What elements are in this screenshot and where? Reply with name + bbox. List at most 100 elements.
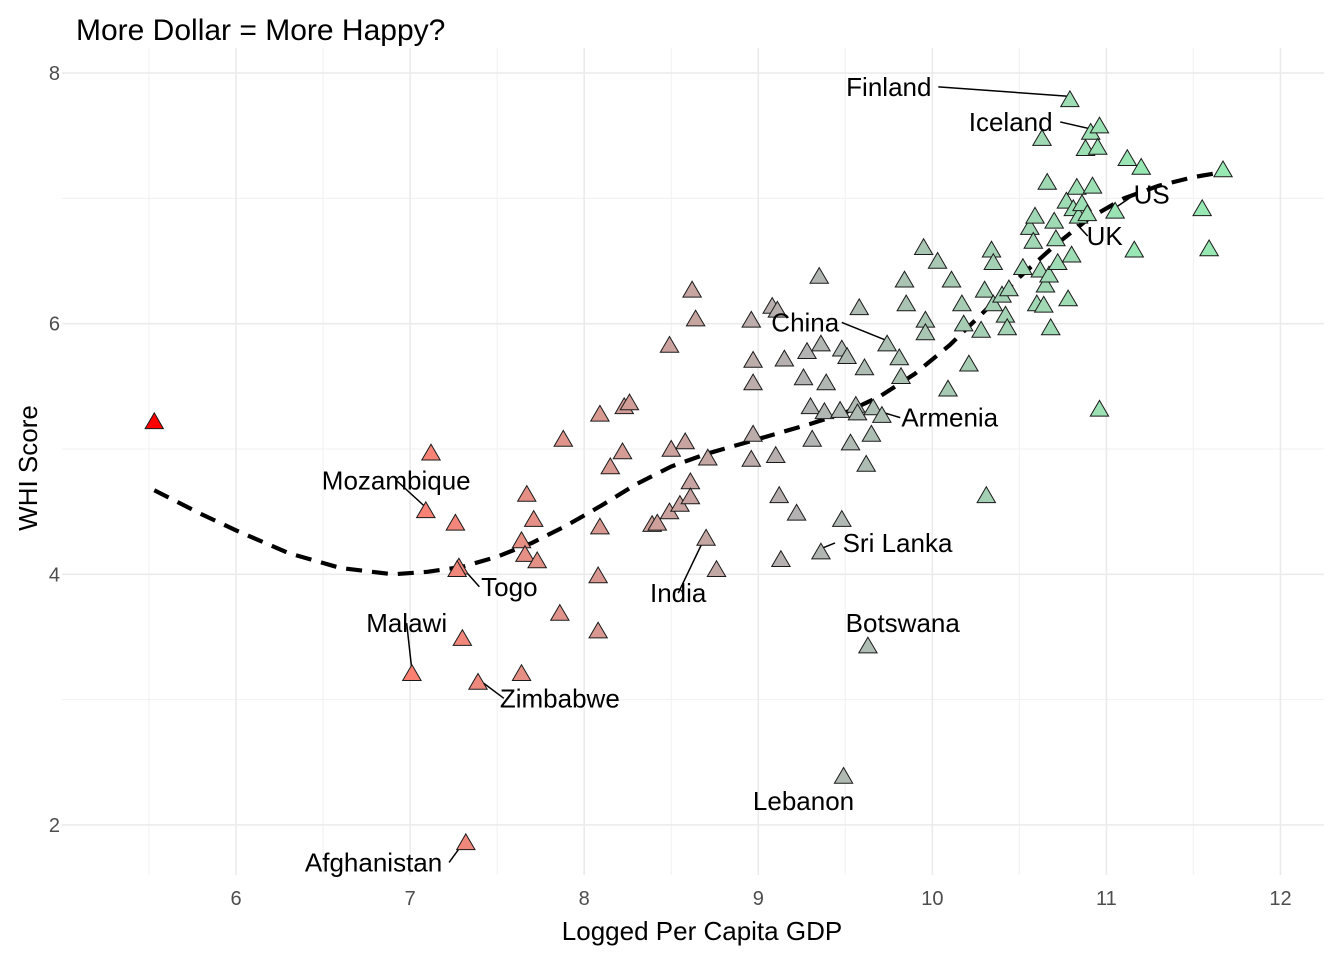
- data-point: [743, 350, 764, 368]
- data-point: [619, 393, 640, 411]
- data-point: [600, 457, 621, 475]
- data-point: [706, 559, 727, 577]
- data-point: [861, 424, 882, 442]
- point-label: Lebanon: [753, 786, 854, 816]
- point-label: Afghanistan: [305, 847, 442, 877]
- data-point: [814, 401, 835, 420]
- point-label: Togo: [481, 572, 537, 602]
- data-point: [983, 252, 1004, 270]
- data-point: [809, 266, 830, 284]
- data-point: [588, 621, 609, 639]
- data-point: [786, 503, 807, 521]
- data-point: [1045, 229, 1066, 247]
- data-point: [894, 270, 915, 288]
- data-point: [1040, 317, 1061, 336]
- data-point: [854, 358, 875, 376]
- data-point: [856, 454, 877, 472]
- data-point: [833, 766, 854, 784]
- data-point: [958, 354, 979, 372]
- data-point: [1058, 289, 1079, 307]
- data-point: [467, 672, 489, 690]
- data-point: [857, 636, 878, 654]
- point-label: India: [650, 578, 707, 608]
- data-point: [516, 484, 537, 502]
- label-leader-line: [1114, 193, 1136, 209]
- point-label: Mozambique: [322, 465, 471, 495]
- data-point: [447, 559, 468, 577]
- data-point: [810, 334, 831, 352]
- x-tick-label: 9: [753, 888, 764, 910]
- data-point: [511, 530, 532, 549]
- label-leader-line: [395, 479, 427, 508]
- data-point: [1087, 137, 1108, 155]
- data-point: [1023, 231, 1044, 249]
- y-axis-title: WHI Score: [13, 405, 43, 531]
- x-tick-label: 6: [231, 888, 242, 910]
- data-point: [415, 500, 436, 519]
- data-point: [1035, 275, 1056, 293]
- point-label: Botswana: [846, 608, 961, 638]
- data-point: [1012, 257, 1033, 275]
- data-point: [937, 379, 959, 397]
- y-tick-label: 8: [49, 63, 60, 85]
- data-point: [890, 366, 912, 384]
- data-point: [1066, 177, 1087, 195]
- data-point: [1077, 203, 1098, 222]
- data-point: [455, 832, 476, 851]
- point-label: Sri Lanka: [843, 528, 953, 558]
- data-point: [774, 349, 795, 367]
- data-point: [1019, 217, 1040, 235]
- point-label: Iceland: [969, 107, 1053, 137]
- data-point: [981, 240, 1002, 258]
- label-leader-line: [1060, 121, 1091, 130]
- data-point: [800, 396, 821, 415]
- data-point: [793, 368, 814, 386]
- data-point: [998, 279, 1019, 297]
- data-point: [514, 544, 536, 562]
- data-point: [659, 335, 680, 353]
- point-label: US: [1134, 180, 1170, 210]
- data-point: [1061, 245, 1082, 263]
- y-tick-label: 6: [49, 314, 60, 336]
- x-tick-label: 7: [405, 888, 416, 910]
- data-point: [680, 472, 701, 490]
- data-point: [889, 348, 910, 366]
- x-tick-label: 10: [921, 888, 943, 910]
- data-point: [588, 566, 609, 584]
- x-tick-label: 11: [1096, 888, 1117, 910]
- data-point: [743, 424, 764, 442]
- data-point: [1044, 211, 1065, 229]
- data-point: [1033, 295, 1054, 313]
- y-tick-label: 2: [49, 815, 60, 837]
- label-leader-line: [938, 86, 1070, 98]
- leader-lines: [395, 86, 1136, 863]
- data-point: [913, 237, 934, 255]
- data-point: [1089, 399, 1110, 417]
- data-point: [697, 448, 718, 466]
- data-point: [647, 513, 668, 531]
- point-label: Finland: [846, 72, 931, 102]
- axes: 6 7 8 9 10 11 12 2 4 6 8: [49, 63, 1292, 910]
- data-point: [769, 485, 790, 504]
- data-point: [840, 433, 861, 451]
- data-point: [612, 442, 633, 460]
- data-point: [896, 294, 917, 312]
- label-leader-line: [841, 321, 888, 342]
- point-label: UK: [1087, 221, 1124, 251]
- data-point: [1025, 206, 1046, 224]
- data-point: [1059, 89, 1080, 108]
- point-label: Malawi: [366, 608, 447, 638]
- data-point: [144, 411, 165, 430]
- data-point: [696, 528, 717, 546]
- data-point: [953, 314, 974, 332]
- data-point: [1192, 198, 1213, 217]
- data-point: [802, 429, 823, 447]
- y-tick-label: 4: [49, 564, 60, 586]
- data-point: [971, 320, 992, 338]
- data-point: [523, 509, 544, 527]
- point-label: China: [771, 307, 839, 337]
- label-leader-line: [405, 623, 413, 671]
- data-point: [1124, 240, 1145, 258]
